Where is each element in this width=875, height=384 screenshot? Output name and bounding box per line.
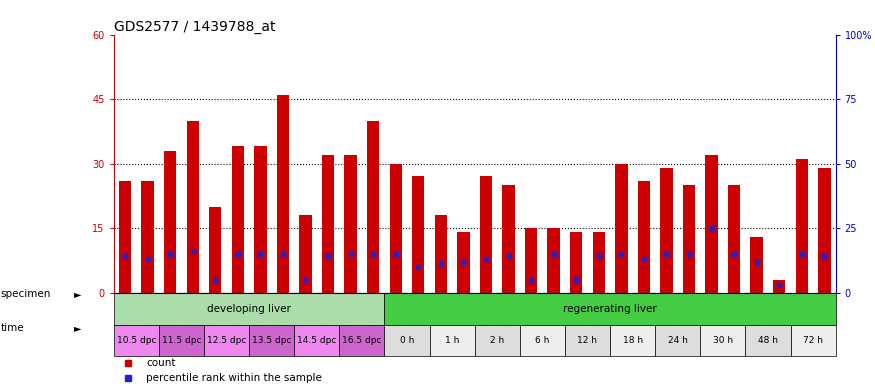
Text: 0 h: 0 h — [400, 336, 414, 345]
Bar — [384, 325, 430, 356]
Text: 11.5 dpc: 11.5 dpc — [162, 336, 201, 345]
Bar — [345, 155, 357, 293]
Text: 30 h: 30 h — [713, 336, 733, 345]
Text: specimen: specimen — [1, 289, 52, 299]
Bar — [655, 325, 700, 356]
Text: 1 h: 1 h — [445, 336, 459, 345]
Bar — [276, 95, 289, 293]
Bar — [384, 293, 836, 325]
Bar — [164, 151, 177, 293]
Text: 14.5 dpc: 14.5 dpc — [298, 336, 337, 345]
Bar — [119, 181, 131, 293]
Bar — [430, 325, 475, 356]
Text: 2 h: 2 h — [490, 336, 504, 345]
Bar — [638, 181, 650, 293]
Text: 16.5 dpc: 16.5 dpc — [342, 336, 382, 345]
Bar — [209, 207, 221, 293]
Bar — [412, 176, 424, 293]
Text: 6 h: 6 h — [536, 336, 550, 345]
Bar — [615, 164, 627, 293]
Text: regenerating liver: regenerating liver — [564, 304, 657, 314]
Text: 12 h: 12 h — [578, 336, 598, 345]
Text: time: time — [1, 323, 24, 333]
Text: 48 h: 48 h — [758, 336, 778, 345]
Bar — [751, 237, 763, 293]
Bar — [525, 228, 537, 293]
Bar — [458, 232, 470, 293]
Text: ►: ► — [74, 289, 82, 299]
Bar — [705, 155, 717, 293]
Bar — [746, 325, 790, 356]
Bar — [389, 164, 402, 293]
Bar — [249, 325, 294, 356]
Bar — [661, 168, 673, 293]
Text: developing liver: developing liver — [207, 304, 291, 314]
Text: 13.5 dpc: 13.5 dpc — [252, 336, 291, 345]
Bar — [480, 176, 492, 293]
Bar — [728, 185, 740, 293]
Bar — [114, 325, 159, 356]
Text: 12.5 dpc: 12.5 dpc — [206, 336, 246, 345]
Text: 10.5 dpc: 10.5 dpc — [116, 336, 156, 345]
Bar — [204, 325, 249, 356]
Bar — [232, 146, 244, 293]
Bar — [592, 232, 605, 293]
Bar — [435, 215, 447, 293]
Bar — [790, 325, 836, 356]
Bar — [367, 121, 380, 293]
Bar — [773, 280, 786, 293]
Bar — [475, 325, 520, 356]
Bar — [299, 215, 311, 293]
Bar — [548, 228, 560, 293]
Bar — [142, 181, 154, 293]
Bar — [565, 325, 610, 356]
Text: 24 h: 24 h — [668, 336, 688, 345]
Bar — [159, 325, 204, 356]
Text: count: count — [146, 358, 176, 368]
Text: percentile rank within the sample: percentile rank within the sample — [146, 373, 322, 383]
Text: 72 h: 72 h — [803, 336, 823, 345]
Bar — [294, 325, 340, 356]
Bar — [610, 325, 655, 356]
Bar — [254, 146, 267, 293]
Text: 18 h: 18 h — [622, 336, 642, 345]
Bar — [322, 155, 334, 293]
Text: GDS2577 / 1439788_at: GDS2577 / 1439788_at — [114, 20, 276, 33]
Bar — [818, 168, 830, 293]
Bar — [114, 293, 384, 325]
Bar — [520, 325, 565, 356]
Bar — [700, 325, 746, 356]
Text: ►: ► — [74, 323, 82, 333]
Bar — [340, 325, 384, 356]
Bar — [502, 185, 514, 293]
Bar — [570, 232, 583, 293]
Bar — [682, 185, 696, 293]
Bar — [186, 121, 199, 293]
Bar — [795, 159, 808, 293]
